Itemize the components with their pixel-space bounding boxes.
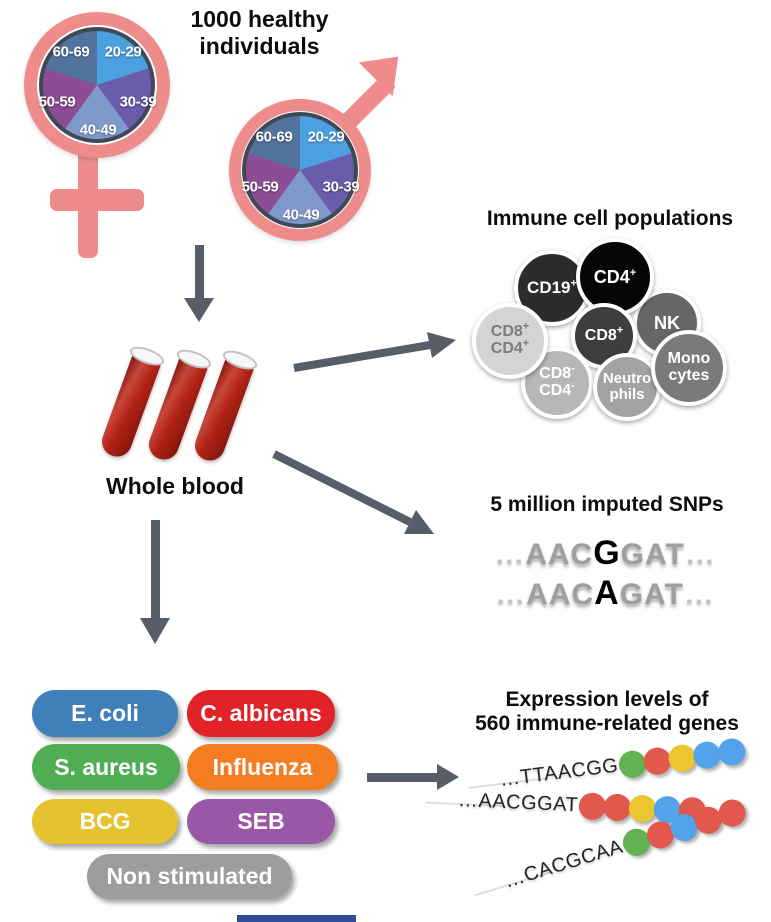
arrow-to-snps bbox=[272, 450, 434, 534]
whole-blood-label: Whole blood bbox=[106, 473, 244, 499]
expression-dot bbox=[716, 736, 747, 768]
cell-circle-monocytes: Mono cytes bbox=[651, 330, 727, 406]
snp-variant-allele: A bbox=[594, 574, 620, 612]
stimulus-pill-calbicans: C. albicans bbox=[187, 690, 335, 737]
expression-dot bbox=[667, 743, 698, 774]
snp-sequence-1: …AACGGAT… bbox=[494, 534, 716, 572]
cell-circle-cd4: CD4+ bbox=[576, 238, 654, 316]
stimulus-pill-influenza: Influenza bbox=[187, 744, 338, 790]
expression-dot bbox=[578, 792, 607, 821]
expression-dot bbox=[642, 746, 673, 777]
male-symbol-arrow-head bbox=[358, 39, 416, 97]
gene-sequence: …TTAACGG bbox=[498, 754, 620, 791]
bottom-blue-bar bbox=[237, 915, 356, 922]
stimulus-pill-non-stimulated: Non stimulated bbox=[87, 854, 292, 899]
arrow-to-expression-head bbox=[437, 764, 459, 790]
cell-circle-cd8pos-cd4pos: CD8+ CD4+ bbox=[472, 303, 548, 379]
study-title: 1000 healthy individuals bbox=[152, 6, 367, 59]
arrow-to-stimuli bbox=[151, 520, 160, 620]
study-title-line1: 1000 healthy bbox=[190, 6, 329, 32]
snp-variant-allele: G bbox=[593, 534, 621, 572]
study-title-line2: individuals bbox=[199, 32, 320, 59]
immune-cells-title: Immune cell populations bbox=[486, 207, 734, 230]
female-age-pie bbox=[39, 27, 155, 143]
arrow-to-expression bbox=[367, 773, 439, 782]
male-age-pie bbox=[242, 112, 358, 228]
expression-title: Expression levels of 560 immune-related … bbox=[443, 688, 771, 735]
gene-sequence: …CACGCAA bbox=[501, 835, 626, 893]
stimulus-pill-bcg: BCG bbox=[32, 799, 178, 844]
expression-title-line1: Expression levels of bbox=[505, 688, 709, 711]
female-symbol-cross bbox=[50, 189, 144, 211]
expression-dot bbox=[617, 749, 648, 780]
arrow-to-stimuli-head bbox=[140, 618, 170, 644]
arrow-to-whole-blood bbox=[195, 245, 204, 300]
cell-circle-cd8neg-cd4neg: CD8- CD4- bbox=[521, 347, 593, 419]
snps-title: 5 million imputed SNPs bbox=[490, 493, 724, 516]
expression-dot bbox=[692, 740, 723, 771]
stimulus-pill-saureus: S. aureus bbox=[32, 744, 180, 790]
snp-sequence-2: …AACAGAT… bbox=[495, 574, 715, 612]
gene-sequence: …AACGGAT bbox=[457, 789, 579, 817]
gene-strand-1: …TTAACGG bbox=[498, 736, 747, 794]
arrow-to-whole-blood-head bbox=[184, 298, 214, 322]
arrow-to-immune-cells bbox=[293, 332, 456, 372]
cell-circle-neutrophils: Neutro phils bbox=[593, 353, 661, 421]
expression-title-line2: 560 immune-related genes bbox=[475, 711, 739, 735]
expression-dot bbox=[628, 794, 657, 823]
stimulus-pill-ecoli: E. coli bbox=[32, 690, 178, 737]
stimulus-pill-seb: SEB bbox=[187, 799, 335, 844]
expression-dot bbox=[603, 793, 632, 822]
